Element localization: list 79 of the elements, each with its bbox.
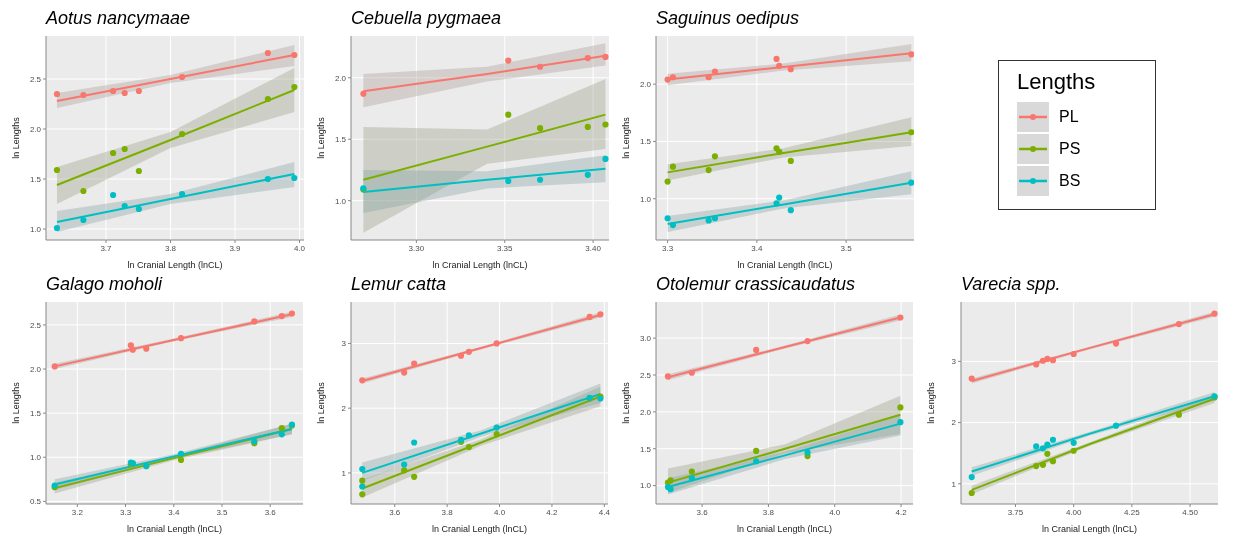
y-tick-label: 1 (341, 468, 347, 478)
x-tick-label: 4.50 (1182, 507, 1199, 517)
x-tick-label: 3.30 (408, 243, 425, 253)
chart-title: Varecia spp. (960, 274, 1062, 296)
y-tick-label: 1.5 (29, 174, 42, 184)
x-tick-label: 3.3 (120, 507, 132, 517)
x-tick-label: 3.3 (662, 243, 674, 253)
y-tick-label: 3 (341, 339, 347, 349)
y-tick-label: 1.0 (29, 453, 42, 463)
x-tick-label: 3.2 (71, 507, 84, 517)
y-tick-label: 2.0 (639, 79, 652, 89)
y-tick-label: 1 (951, 479, 957, 489)
x-tick-label: 3.6 (264, 507, 277, 517)
legend-title: Lengths (1017, 69, 1097, 95)
x-tick-label: 3.5 (840, 243, 853, 253)
x-tick-label: 3.6 (696, 507, 709, 517)
y-tick-label: 2.5 (29, 320, 42, 330)
x-tick-label: 3.9 (229, 243, 242, 253)
chart-title: Saguinus oedipus (655, 8, 801, 30)
x-tick-label: 3.4 (168, 507, 180, 517)
y-tick-label: 1.5 (334, 135, 347, 145)
x-tick-label: 3.8 (164, 243, 177, 253)
x-axis-title: ln Cranial Length (lnCL) (126, 524, 223, 534)
y-tick-label: 2.0 (639, 407, 652, 417)
x-tick-label: 3.8 (762, 507, 775, 517)
chart-title: Cebuella pygmaea (350, 8, 503, 30)
x-tick-label: 3.8 (441, 507, 454, 517)
y-tick-label: 1.5 (29, 408, 42, 418)
y-axis-title: ln Lengths (11, 381, 22, 424)
chart-title: Galago moholi (45, 274, 164, 296)
x-tick-label: 3.7 (100, 243, 113, 253)
x-tick-label: 4.2 (895, 507, 908, 517)
x-tick-label: 3.5 (216, 507, 229, 517)
legend-label: PL (1059, 108, 1079, 126)
y-tick-label: 1.5 (639, 137, 652, 147)
y-tick-label: 2 (951, 418, 957, 428)
x-tick-label: 4.00 (1065, 507, 1082, 517)
x-tick-label: 4.4 (598, 507, 611, 517)
x-axis-title: ln Cranial Length (lnCL) (432, 260, 528, 270)
x-tick-label: 3.6 (389, 507, 401, 517)
y-tick-label: 2.0 (29, 124, 42, 134)
legend-label: BS (1059, 172, 1081, 190)
y-axis-title: ln Lengths (316, 381, 327, 424)
x-tick-label: 3.75 (1007, 507, 1024, 517)
y-tick-label: 2.0 (334, 73, 347, 83)
chart-title: Lemur catta (350, 274, 448, 296)
y-axis-title: ln Lengths (316, 116, 327, 159)
y-tick-label: 1.5 (639, 444, 652, 454)
x-tick-label: 4.0 (829, 507, 841, 517)
legend-label: PS (1059, 140, 1081, 158)
y-tick-label: 1.0 (639, 481, 652, 491)
x-axis-title: ln Cranial Length (lnCL) (431, 524, 528, 534)
x-axis-title: ln Cranial Length (lnCL) (736, 524, 833, 534)
y-axis-title: ln Lengths (926, 381, 937, 424)
chart-title: Aotus nancymaae (44, 8, 192, 30)
x-tick-label: 4.0 (293, 243, 306, 253)
y-tick-label: 3 (951, 357, 957, 367)
y-tick-label: 2.5 (639, 370, 652, 380)
y-tick-label: 3.0 (639, 333, 652, 343)
y-tick-label: 1.0 (334, 196, 347, 206)
y-tick-label: 0.5 (29, 497, 42, 507)
y-tick-label: 2.0 (29, 364, 42, 374)
x-axis-title: ln Cranial Length (lnCL) (737, 260, 833, 270)
x-tick-label: 4.0 (493, 507, 506, 517)
x-axis-title: ln Cranial Length (lnCL) (1041, 524, 1138, 534)
y-axis-title: ln Lengths (11, 116, 22, 159)
x-tick-label: 4.25 (1124, 507, 1141, 517)
y-tick-label: 2.5 (29, 74, 42, 84)
y-tick-label: 1.0 (639, 194, 652, 204)
y-axis-title: ln Lengths (621, 381, 632, 424)
x-axis-title: ln Cranial Length (lnCL) (127, 260, 223, 270)
x-tick-label: 3.40 (585, 243, 602, 253)
x-tick-label: 3.35 (496, 243, 514, 253)
x-tick-label: 4.2 (546, 507, 559, 517)
x-tick-label: 3.4 (751, 243, 763, 253)
chart-title: Otolemur crassicaudatus (655, 274, 857, 296)
y-axis-title: ln Lengths (621, 116, 632, 159)
y-tick-label: 2 (341, 404, 347, 414)
y-tick-label: 1.0 (29, 224, 42, 234)
